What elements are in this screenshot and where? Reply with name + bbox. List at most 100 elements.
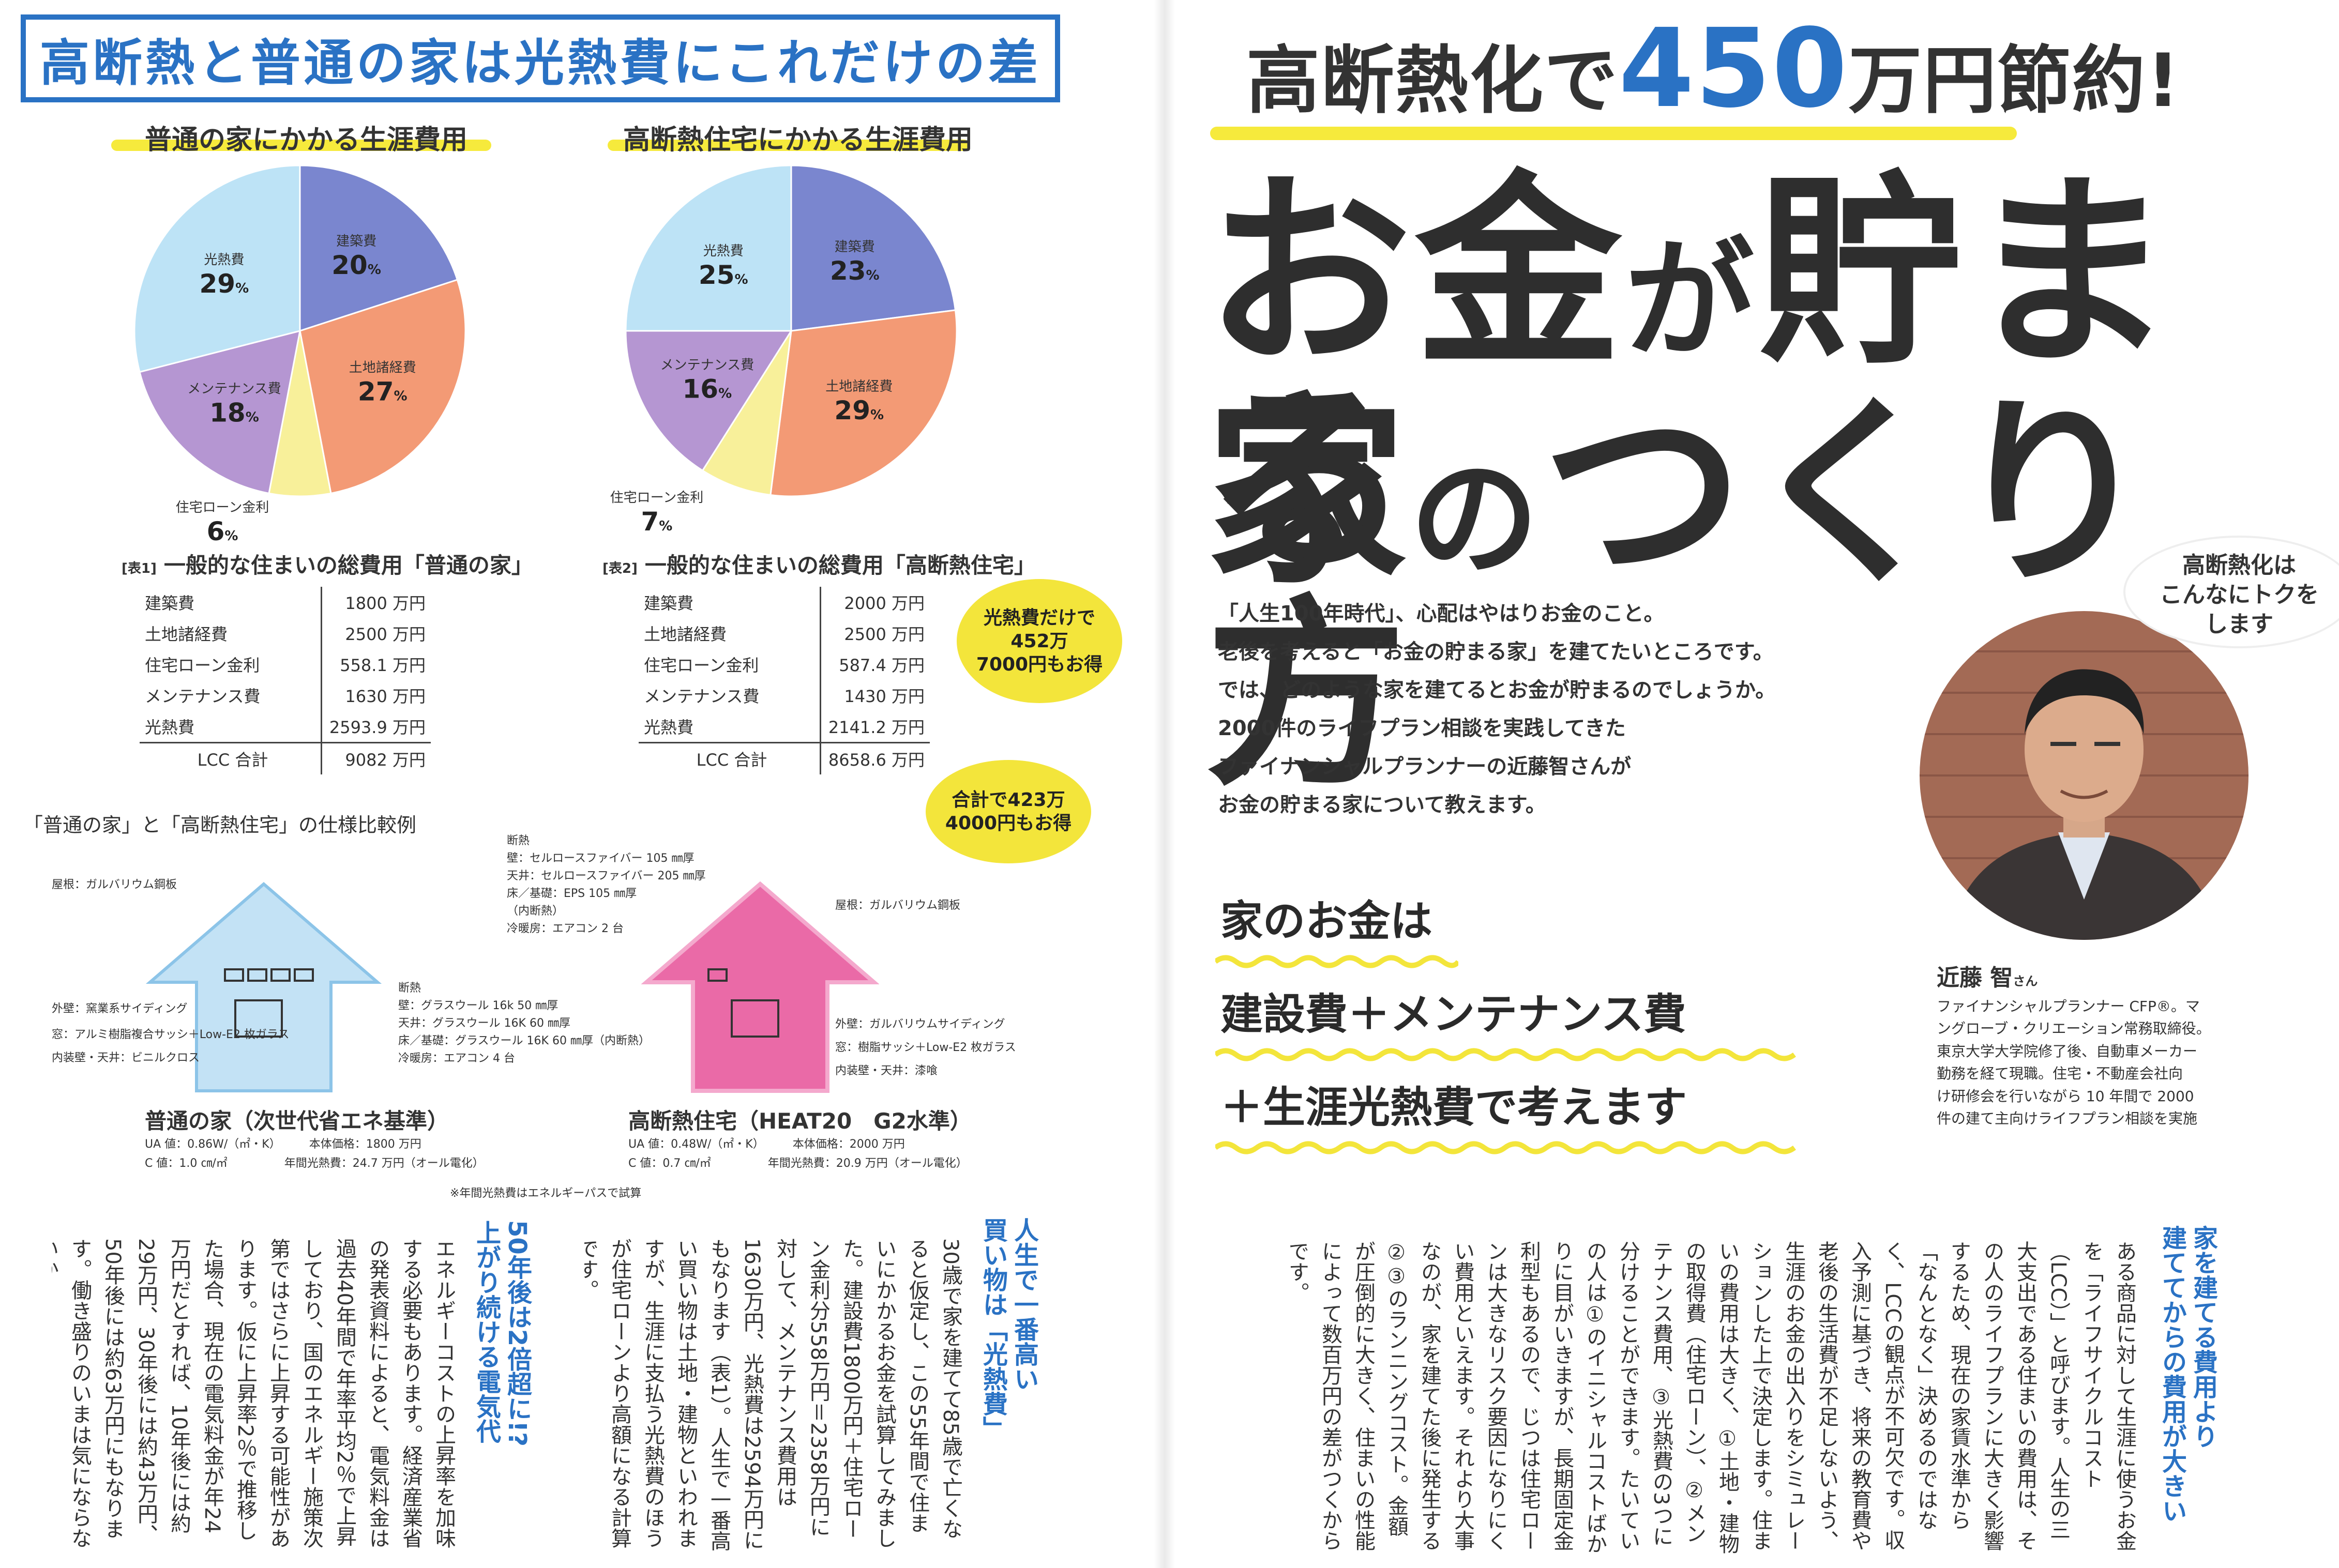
savings-bubble-energy: 光熱費だけで 452万 7000円もお得 [957, 579, 1122, 703]
pie-slice [268, 330, 332, 497]
bubble-line: 452万 [1010, 630, 1068, 652]
house1-energy: 年間光熱費：24.7 万円（オール電化） [284, 1157, 484, 1170]
callout-line3: ＋生涯光熱費で考えます [1220, 1083, 1687, 1132]
table-total-row: LCC 合計 9082 万円 [140, 742, 431, 774]
bubble-line: 高断熱化は [2182, 552, 2296, 579]
pie-slice [701, 330, 792, 496]
page-fold [1154, 0, 1175, 1568]
heading-line: 買い物は「光熱費」 [978, 1217, 1007, 1441]
profile-line: 勤務を経て現職。住宅・不動産会社向 [1937, 1065, 2183, 1083]
profile-body: ファイナンシャルプランナー CFP®。マ ングローブ・クリエーション常務取締役。… [1937, 995, 2211, 1130]
profile-suffix: さん [2013, 974, 2038, 988]
house2-insulation: 断熱 壁：セルロースファイバー 105 ㎜厚 天井：セルロースファイバー 205… [507, 832, 705, 938]
table-cell-value: 2141.2 万円 [820, 711, 930, 743]
pie-slice-value: 25% [699, 260, 748, 290]
intro-line: お金の貯まる家について教えます。 [1218, 793, 1546, 817]
house1-wall-out: 外壁：窯業系サイディング [52, 1002, 188, 1015]
heading-line: 人生で一番高い [1009, 1217, 1038, 1391]
title-particle: が [1625, 225, 1757, 375]
column-heading-2: 50年後は2倍超に!? 上がり続ける電気代 [471, 1220, 533, 1556]
table-row: 土地諸経費 2500 万円 [639, 618, 930, 649]
house1-ua: UA 値：0.86W/（㎡・K） [145, 1138, 275, 1151]
column-body-right: ある商品に対して生涯に使うお金を「ライフサイクルコスト（LCC）」と呼びます。人… [1285, 1241, 2136, 1554]
table-row: 光熱費 2593.9 万円 [140, 711, 431, 743]
savings-bubble-total: 合計で423万 4000円もお得 [926, 760, 1091, 863]
pie-slice-label: 光熱費 [204, 252, 244, 268]
house2-price: 本体価格：2000 万円 [792, 1138, 905, 1151]
insulation-item: 冷暖房：エアコン 2 台 [507, 922, 624, 936]
table-cell-key: メンテナンス費 [145, 687, 261, 706]
table-cell-value: 1630 万円 [321, 680, 431, 711]
table-cell-key: LCC 合計 [639, 742, 821, 774]
heading-line: 上がり続ける電気代 [472, 1220, 501, 1443]
table-cell-value: 9082 万円 [321, 742, 431, 774]
house2-specs: UA 値：0.48W/（㎡・K） 本体価格：2000 万円 C 値：0.7 ㎝/… [628, 1135, 968, 1174]
intro-line: 「人生100年時代」、心配はやはりお金のこと。 [1218, 602, 1665, 626]
house1-roof: 屋根：ガルバリウム鋼板 [52, 878, 177, 891]
heading-line: 家を建てる費用より [2189, 1225, 2217, 1449]
left-header: 高断熱と普通の家は光熱費にこれだけの差 [21, 14, 1060, 102]
bubble-line: 合計で423万 [952, 789, 1065, 811]
profile-line: ングローブ・クリエーション常務取締役。 [1937, 1020, 2211, 1038]
callout-line1: 家のお金は [1220, 897, 1433, 946]
table-cell-value: 1430 万円 [820, 680, 930, 711]
wavy-underline [1215, 955, 1458, 968]
pie-slice [790, 164, 957, 332]
table-row: 住宅ローン金利 587.4 万円 [639, 649, 930, 680]
footnote: ※年間光熱費はエネルギーパスで試算 [450, 1187, 642, 1200]
house2-window: 窓：樹脂サッシ＋Low-E2 枚ガラス [835, 1041, 1016, 1054]
column-heading-1: 人生で一番高い 買い物は「光熱費」 [977, 1217, 1039, 1554]
house2-title: 高断熱住宅（HEAT20 G2水準） [628, 1108, 972, 1134]
house1-window: 窓：アルミ樹脂複合サッシ＋Low-E2 枚ガラス [52, 1028, 290, 1041]
table-row: メンテナンス費 1630 万円 [140, 680, 431, 711]
intro-line: 2000件のライフプラン相談を実践してきた [1218, 717, 1626, 740]
table-cell-key: 住宅ローン金利 [644, 656, 759, 675]
callout-line2: 建設費＋メンテナンス費 [1220, 990, 1686, 1039]
profile-line: 東京大学大学院修了後、自動車メーカー [1937, 1042, 2198, 1060]
pie-slice [299, 164, 459, 332]
table-total-row: LCC 合計 8658.6 万円 [639, 742, 930, 774]
title-word: お金 [1205, 154, 1625, 394]
house1-specs: UA 値：0.86W/（㎡・K） 本体価格：1800 万円 C 値：1.0 ㎝/… [145, 1135, 484, 1174]
insulation-item: （内断熱） [507, 905, 564, 918]
pie1-title: 普通の家にかかる生涯費用 [145, 125, 468, 156]
table2-title-text: 一般的な住まいの総費用「高断熱住宅」 [644, 553, 1036, 578]
pie-slice-label: メンテナンス費 [187, 381, 281, 397]
column-body-2: エネルギーコストの上昇率を加味する必要もあります。経済産業省の発表資料によると、… [52, 1238, 456, 1548]
table-cell-value: 2000 万円 [820, 587, 930, 618]
title-word: 家 [1205, 376, 1410, 611]
house-arrow-pink [641, 881, 879, 1093]
main-title-line2: 家のつくり方 [1205, 393, 2339, 796]
table1-title: [表1] 一般的な住まいの総費用「普通の家」 [122, 548, 533, 580]
insulation-item: 天井：グラスウール 16K 60 ㎜厚 [398, 1017, 570, 1030]
pie-slice [299, 279, 466, 495]
table-row: 土地諸経費 2500 万円 [140, 618, 431, 649]
insulation-item: 床／基礎：EPS 105 ㎜厚 [507, 887, 637, 901]
pie2-title-highlight [608, 140, 970, 151]
title-word: 貯まる [1205, 154, 2177, 601]
column-body-1: 30歳で家を建てて85歳で亡くなると仮定し、この55年間で住まいにかかるお金を試… [584, 1238, 962, 1551]
house2-energy: 年間光熱費：20.9 万円（オール電化） [767, 1157, 968, 1170]
bubble-line: こんなにトクを [2160, 582, 2319, 608]
house1-price: 本体価格：1800 万円 [309, 1138, 421, 1151]
pie-slice-value: 7% [641, 507, 672, 537]
table-cell-key: LCC 合計 [140, 742, 322, 774]
table1-cost: 建築費 1800 万円 土地諸経費 2500 万円 住宅ローン金利 558.1 万円 … [140, 587, 431, 774]
insulation-heading: 断熱 [398, 982, 421, 995]
house1-title: 普通の家（次世代省エネ基準） [145, 1108, 449, 1134]
subtitle-pre: 高断熱化で [1246, 38, 1619, 124]
insulation-item: 壁：セルロースファイバー 105 ㎜厚 [507, 852, 695, 865]
table-cell-value: 558.1 万円 [321, 649, 431, 680]
table-row: 建築費 2000 万円 [639, 587, 930, 618]
pie1-title-highlight [111, 140, 491, 151]
profile-line: ファイナンシャルプランナー CFP®。マ [1937, 998, 2200, 1015]
table2-tag: [表2] [602, 561, 638, 576]
insulation-item: 床／基礎：グラスウール 16K 60 ㎜厚（内断熱） [398, 1034, 650, 1048]
heading-line: 50年後は2倍超に!? [503, 1220, 532, 1447]
table-cell-value: 1800 万円 [321, 587, 431, 618]
house2-wall-out: 外壁：ガルバリウムサイディング [835, 1018, 1005, 1031]
house-arrow-blue [145, 882, 382, 1092]
title-word: つくり方 [1205, 376, 2156, 813]
pie-slice [769, 309, 958, 497]
table2-cost: 建築費 2000 万円 土地諸経費 2500 万円 住宅ローン金利 587.4 万円 … [639, 587, 930, 774]
